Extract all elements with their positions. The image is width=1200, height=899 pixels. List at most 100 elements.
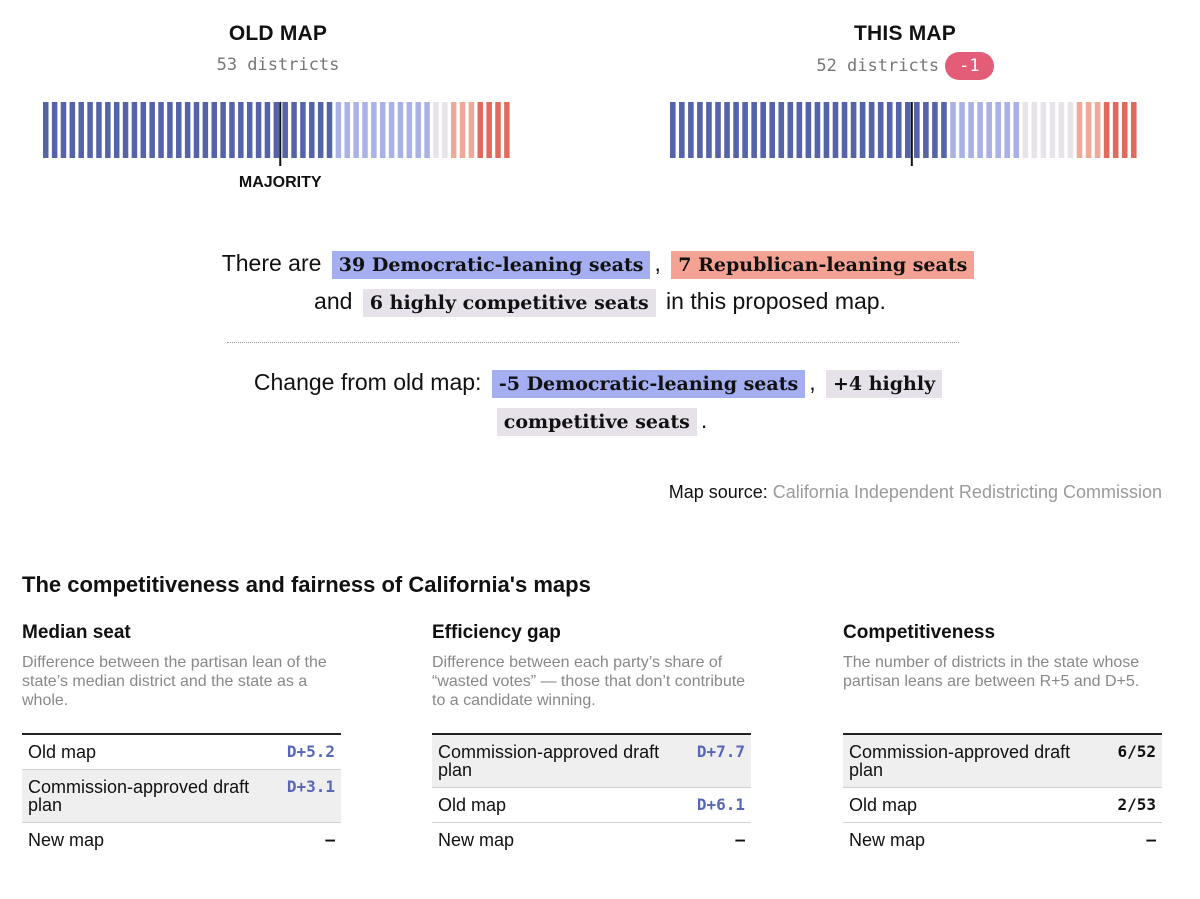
this-map-district-line: 52 districts -1 <box>670 52 1140 80</box>
change-prefix: Change from old map: <box>253 369 482 395</box>
district-bar <box>986 102 992 158</box>
old-map-title: OLD MAP <box>228 22 328 45</box>
district-bar <box>317 102 324 158</box>
district-bar <box>122 102 129 158</box>
dotted-divider <box>227 342 959 343</box>
old-map-district-count: 53 districts <box>216 55 340 75</box>
district-bar <box>742 102 748 158</box>
district-bar <box>778 102 785 158</box>
district-bar <box>751 102 757 158</box>
row-value: – <box>1146 830 1156 849</box>
district-bar <box>78 102 84 158</box>
district-bar <box>176 102 182 158</box>
district-bar <box>477 102 484 158</box>
district-change-badge: -1 <box>945 52 994 80</box>
row-label: Old map <box>22 734 281 770</box>
metric-description: Difference between the partisan lean of … <box>22 654 327 709</box>
district-bar <box>733 102 739 158</box>
district-bar <box>841 102 848 158</box>
district-bar <box>679 102 685 158</box>
district-bar <box>51 102 58 158</box>
district-bar <box>264 102 271 158</box>
row-label: New map <box>849 830 926 850</box>
district-bar <box>769 102 776 158</box>
district-bar <box>1049 102 1056 158</box>
district-bar <box>859 102 866 158</box>
district-bar <box>184 102 191 158</box>
district-bar <box>291 102 297 158</box>
district-bar <box>914 102 920 158</box>
district-bar <box>706 102 712 158</box>
district-bar <box>167 102 173 158</box>
metric-title: Efficiency gap <box>432 622 561 643</box>
district-bar <box>362 102 368 158</box>
district-bar <box>202 102 209 158</box>
change-summary: Change from old map: -5 Democratic-leani… <box>0 364 1200 440</box>
competitiveness-metric: Competitiveness The number of districts … <box>843 622 1162 857</box>
district-bar <box>850 102 857 158</box>
district-bar <box>43 102 49 158</box>
district-bar <box>238 102 244 158</box>
district-bar <box>1130 102 1137 158</box>
competitive-seats-highlight: 6 highly competitive seats <box>362 289 656 317</box>
district-bar <box>868 102 875 158</box>
efficiency-gap-metric: Efficiency gap Difference between each p… <box>432 622 751 857</box>
district-bar <box>149 102 155 158</box>
district-bar <box>796 102 803 158</box>
majority-label: MAJORITY <box>238 174 322 191</box>
district-bar <box>1031 102 1038 158</box>
district-bar <box>697 102 703 158</box>
district-bar <box>193 102 200 158</box>
district-bar <box>273 102 280 158</box>
metric-table: Commission-approved draft plan 6/52 Old … <box>843 733 1162 857</box>
district-bar <box>895 102 902 158</box>
district-bar <box>1022 102 1029 158</box>
district-bar <box>468 102 475 158</box>
district-bar <box>1103 102 1110 158</box>
district-bar <box>220 102 226 158</box>
district-bar <box>787 102 794 158</box>
row-label: Commission-approved draft plan <box>843 734 1102 788</box>
district-bar <box>486 102 492 158</box>
district-bar <box>1004 102 1011 158</box>
district-bar <box>415 102 421 158</box>
table-row: New map – <box>432 823 751 858</box>
district-bar <box>309 102 315 158</box>
table-row: Commission-approved draft plan D+3.1 <box>22 769 341 823</box>
district-bar <box>388 102 395 158</box>
district-bar <box>995 102 1001 158</box>
row-value: D+7.7 <box>690 734 751 788</box>
this-map-bars <box>670 102 1137 166</box>
change-period: . <box>700 407 708 433</box>
table-row: Old map D+6.1 <box>432 787 751 823</box>
district-bar <box>670 102 676 158</box>
district-bar <box>459 102 466 158</box>
row-value: – <box>325 830 335 849</box>
metric-description: Difference between each party’s share of… <box>432 654 746 709</box>
row-value: D+3.1 <box>280 769 341 823</box>
district-bar <box>326 102 333 158</box>
district-bar <box>397 102 404 158</box>
district-bar <box>105 102 111 158</box>
district-bar <box>335 102 342 158</box>
change-line-2: competitive seats. <box>0 402 1200 440</box>
district-bar <box>353 102 359 158</box>
district-bar <box>87 102 93 158</box>
district-bar <box>1112 102 1119 158</box>
district-bar <box>688 102 694 158</box>
district-bar <box>495 102 501 158</box>
change-comma: , <box>809 369 816 395</box>
map-source: Map source: California Independent Redis… <box>669 482 1162 503</box>
district-bar <box>433 102 439 158</box>
district-bar <box>1121 102 1128 158</box>
table-row: Old map 2/53 <box>843 787 1162 823</box>
district-bar <box>229 102 235 158</box>
district-bar <box>504 102 510 158</box>
table-row: Commission-approved draft plan 6/52 <box>843 734 1162 788</box>
district-bar <box>1013 102 1020 158</box>
row-label: Commission-approved draft plan <box>22 769 281 823</box>
map-source-label: Map source: <box>668 482 768 502</box>
row-value: 2/53 <box>1102 787 1162 823</box>
change-line-1: Change from old map: -5 Democratic-leani… <box>0 364 1200 402</box>
row-value: – <box>735 830 745 849</box>
